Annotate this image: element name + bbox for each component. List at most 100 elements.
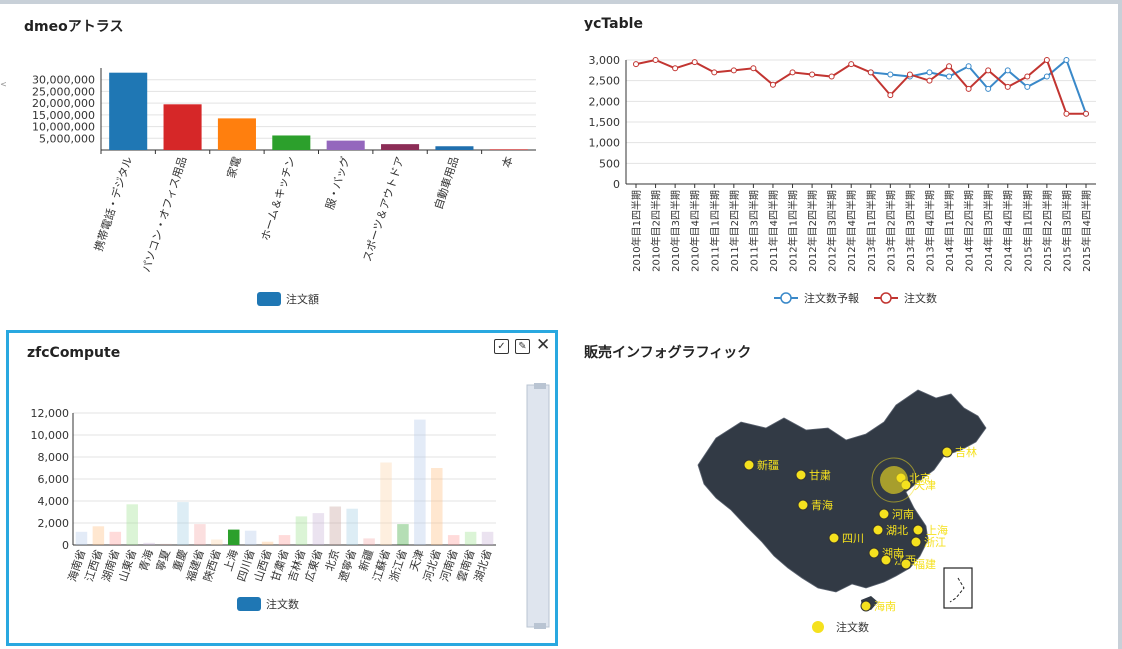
data-point[interactable] [985,67,992,74]
map-marker[interactable] [872,524,884,536]
map-cluster-marker[interactable] [880,466,908,494]
bar[interactable] [397,524,409,545]
zoom-slider-handle-bottom[interactable] [534,623,546,629]
bar[interactable] [109,72,148,150]
data-point[interactable] [652,57,659,63]
map-marker[interactable] [900,558,912,570]
bar[interactable] [272,135,311,150]
data-point[interactable] [1043,57,1050,63]
bar[interactable] [489,149,528,150]
bar[interactable] [261,541,274,545]
map-marker[interactable] [868,547,880,559]
bar[interactable] [92,526,105,545]
bar[interactable] [177,502,189,545]
legend-label[interactable]: 注文額 [286,292,319,306]
data-point[interactable] [985,85,992,92]
zoom-slider-handle-top[interactable] [534,383,546,389]
data-point[interactable] [965,63,972,70]
data-point[interactable] [750,65,757,72]
data-point[interactable] [672,65,679,72]
data-point[interactable] [1004,67,1011,74]
data-point[interactable] [887,71,894,78]
bar[interactable] [163,104,202,150]
legend-label[interactable]: 注文数 [904,291,937,305]
bar[interactable] [464,531,477,545]
bar[interactable] [381,144,420,150]
bar[interactable] [435,146,474,150]
data-point[interactable] [887,92,894,99]
map-legend-marker[interactable] [812,621,824,633]
map-marker[interactable] [880,554,892,566]
bar[interactable] [160,543,172,545]
data-point[interactable] [730,67,737,74]
map-marker[interactable] [878,508,890,520]
bar[interactable] [278,535,291,545]
legend-label[interactable]: 注文数予報 [804,291,859,305]
edit-icon[interactable]: ✎ [515,339,530,354]
bar[interactable] [380,462,392,546]
data-point[interactable] [906,71,913,78]
data-point[interactable] [1063,57,1070,63]
bar[interactable] [431,468,443,545]
bar[interactable] [312,513,325,545]
data-point[interactable] [965,85,972,92]
data-point[interactable] [809,71,816,78]
data-point[interactable] [848,61,855,68]
map-marker[interactable] [912,524,924,536]
data-point[interactable] [1024,73,1031,80]
data-point[interactable] [1083,110,1089,117]
map-marker[interactable] [743,459,755,471]
zoom-slider-track[interactable] [526,384,550,628]
series-line[interactable] [635,58,1086,115]
legend-swatch[interactable] [257,292,281,306]
data-point[interactable] [828,73,835,80]
bar[interactable] [346,508,358,545]
map-marker[interactable] [941,446,953,458]
map-legend-label[interactable]: 注文数 [836,620,869,634]
bar[interactable] [217,118,256,150]
bar[interactable] [329,506,342,546]
bar[interactable] [194,524,206,545]
bar[interactable] [143,542,155,545]
select-checkbox-icon[interactable]: ✓ [494,339,509,354]
map-marker[interactable] [795,469,807,481]
map-marker[interactable] [797,499,809,511]
data-point[interactable] [926,77,933,84]
collapse-handle-icon[interactable]: < [0,80,8,90]
data-point[interactable] [1004,83,1011,90]
data-point[interactable] [946,63,953,70]
map-marker[interactable] [860,600,872,612]
series-line[interactable] [870,58,1087,115]
data-point[interactable] [769,81,776,88]
bar[interactable] [211,539,223,546]
bar[interactable] [109,531,122,545]
bar[interactable] [326,140,365,150]
legend-swatch[interactable] [237,597,261,611]
data-point[interactable] [946,73,953,80]
map-marker[interactable] [828,532,840,544]
data-point[interactable] [926,69,933,76]
bar[interactable] [295,516,308,545]
panel-zfc-compute[interactable]: zfcCompute ✓ ✎ ✕ 0 2,000 4,000 6,000 8,000 10… [6,330,558,646]
map-marker[interactable] [910,536,922,548]
data-point[interactable] [633,61,639,68]
data-point[interactable] [867,69,874,76]
legend-marker[interactable] [880,292,892,304]
data-point[interactable] [1063,110,1070,117]
close-icon[interactable]: ✕ [536,335,551,355]
bar[interactable] [227,529,240,545]
legend-label[interactable]: 注文数 [266,597,299,611]
bar[interactable] [447,535,460,545]
bar[interactable] [481,531,494,545]
data-point[interactable] [789,69,796,76]
bar[interactable] [244,530,257,545]
bar[interactable] [414,419,426,545]
bar[interactable] [75,531,88,545]
bar[interactable] [363,538,375,545]
data-point[interactable] [711,69,718,76]
data-point[interactable] [1024,83,1031,90]
legend-marker[interactable] [780,292,792,304]
bar[interactable] [126,504,138,545]
data-point[interactable] [691,59,698,66]
data-point[interactable] [1043,73,1050,80]
